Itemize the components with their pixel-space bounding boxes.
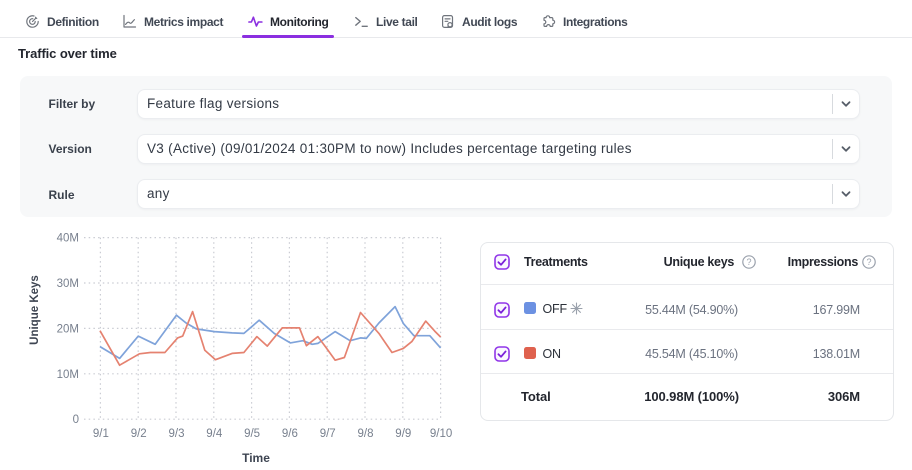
svg-text:9/2: 9/2 (131, 428, 147, 440)
svg-text:9/4: 9/4 (206, 428, 223, 440)
svg-text:30M: 30M (57, 278, 79, 290)
svg-text:?: ? (746, 257, 751, 267)
svg-text:Time: Time (242, 451, 270, 465)
svg-text:?: ? (866, 257, 871, 267)
svg-text:20M: 20M (57, 323, 79, 335)
svg-text:9/9: 9/9 (395, 428, 411, 440)
svg-text:9/5: 9/5 (244, 428, 260, 440)
svg-text:9/10: 9/10 (430, 428, 452, 440)
svg-text:10M: 10M (57, 369, 79, 381)
svg-text:9/3: 9/3 (169, 428, 185, 440)
svg-text:Unique Keys: Unique Keys (29, 275, 41, 345)
svg-text:9/8: 9/8 (358, 428, 374, 440)
svg-text:9/7: 9/7 (320, 428, 336, 440)
svg-text:9/6: 9/6 (282, 428, 298, 440)
svg-text:0: 0 (73, 414, 79, 426)
svg-text:40M: 40M (57, 233, 79, 245)
svg-text:9/1: 9/1 (93, 428, 109, 440)
